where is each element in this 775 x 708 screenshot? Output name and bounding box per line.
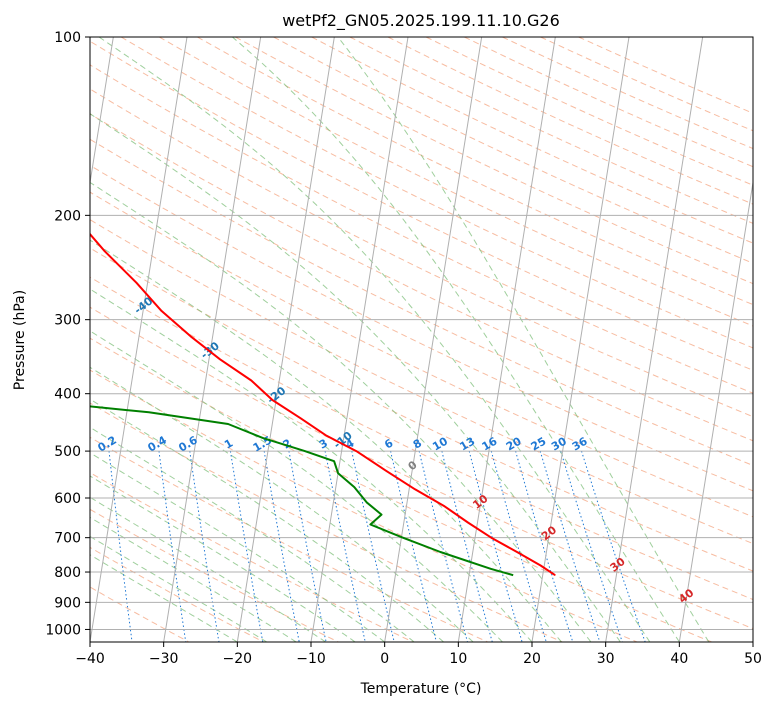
dry-adiabat [120, 37, 753, 349]
isotherm-line [90, 37, 188, 642]
dewpoint-profile [90, 405, 514, 577]
mixing-ratio-line [158, 451, 187, 642]
chart-title: wetPf2_GN05.2025.199.11.10.G26 [282, 11, 560, 31]
mixing-ratio-line [418, 450, 468, 642]
x-tick-label: 10 [449, 651, 467, 667]
y-tick-label: 1000 [45, 622, 81, 638]
moist-adiabat [90, 554, 238, 642]
isotherm-line [310, 37, 409, 642]
moist-adiabat [90, 452, 385, 642]
isotherm-line [236, 37, 335, 642]
isotherm-line [384, 37, 483, 642]
isotherm-line [531, 37, 630, 642]
plot-area: -100-90-80-70-60-50-40-30-20-10010203040… [90, 37, 753, 642]
moist-adiabat [90, 239, 562, 642]
moist-adiabat [90, 366, 474, 642]
skewed-isotherms [90, 37, 753, 642]
moist-adiabat [90, 535, 268, 642]
y-tick-label: 900 [54, 595, 81, 611]
dry-adiabat [90, 64, 753, 394]
moist-adiabat [98, 37, 651, 642]
mixing-ratio-line [515, 450, 574, 642]
x-tick-label: 50 [744, 651, 762, 667]
x-tick-label: 30 [597, 651, 615, 667]
mixing-ratio-line [108, 451, 133, 642]
isotherm-line [163, 37, 262, 642]
mixing-ratio-line [539, 450, 601, 642]
y-axis: 100 200 300 400 500 600 700 800 900 1000 [45, 30, 90, 638]
mixing-ratio-line [581, 450, 646, 642]
moist-adiabat [90, 398, 444, 642]
moist-adiabat [90, 181, 592, 642]
y-axis-label: Pressure (hPa) [12, 290, 28, 390]
moist-adiabat [90, 113, 621, 642]
dry-adiabat [90, 40, 753, 371]
dry-adiabat [90, 164, 753, 492]
dry-adiabat [90, 247, 753, 572]
mixing-ratio-line [288, 451, 327, 642]
y-tick-label: 400 [54, 387, 81, 403]
dry-adiabat [90, 113, 753, 442]
dry-adiabat [90, 191, 753, 518]
dry-adiabat [158, 37, 753, 327]
x-tick-label: 40 [670, 651, 688, 667]
dry-adiabat [90, 436, 488, 642]
dry-adiabat [90, 88, 753, 418]
mixing-ratio-line [390, 450, 437, 642]
mixing-ratio-line [324, 451, 366, 642]
dry-adiabat [90, 546, 264, 642]
temperature-profile [90, 232, 556, 577]
y-tick-label: 300 [54, 313, 81, 329]
y-tick-label: 700 [54, 531, 81, 547]
isobar-gridlines [90, 37, 753, 630]
isotherm-line [605, 37, 704, 642]
y-tick-label: 800 [54, 565, 81, 581]
dry-adiabat [90, 586, 190, 642]
isotherm-line [457, 37, 556, 642]
moist-adiabat [90, 475, 356, 642]
x-tick-label: −20 [223, 651, 253, 667]
mixing-ratio-line [189, 451, 220, 642]
dry-adiabats [90, 37, 753, 642]
moist-adiabat [90, 288, 533, 642]
moist-adiabat [90, 330, 503, 642]
dry-adiabat [90, 219, 753, 545]
mixing-ratio-line [468, 450, 523, 642]
y-tick-label: 500 [54, 444, 81, 460]
mixing-ratio-line [560, 450, 623, 642]
isotherm-line [90, 37, 114, 186]
moist-adiabat [232, 37, 680, 642]
plot-background [90, 37, 753, 642]
x-axis-label: Temperature (°C) [360, 681, 482, 697]
plot-frame [89, 36, 754, 643]
y-tick-label: 600 [54, 491, 81, 507]
dry-adiabat [90, 138, 753, 467]
isotherm-line [678, 179, 753, 642]
sounding-profiles [90, 232, 556, 577]
y-tick-label: 100 [54, 30, 81, 46]
y-tick-label: 200 [54, 208, 81, 224]
x-tick-label: 20 [523, 651, 541, 667]
dry-adiabat [90, 402, 563, 642]
dry-adiabat [90, 306, 753, 630]
x-tick-label: −30 [149, 651, 179, 667]
dry-adiabat [90, 276, 753, 601]
x-tick-label: −10 [296, 651, 326, 667]
mixing-ratio-line [490, 450, 547, 642]
moist-adiabat [90, 516, 297, 642]
x-tick-label: 0 [380, 651, 389, 667]
x-tick-label: −40 [75, 651, 105, 667]
x-axis: −40 −30 −20 −10 0 10 20 30 40 50 [75, 642, 762, 667]
